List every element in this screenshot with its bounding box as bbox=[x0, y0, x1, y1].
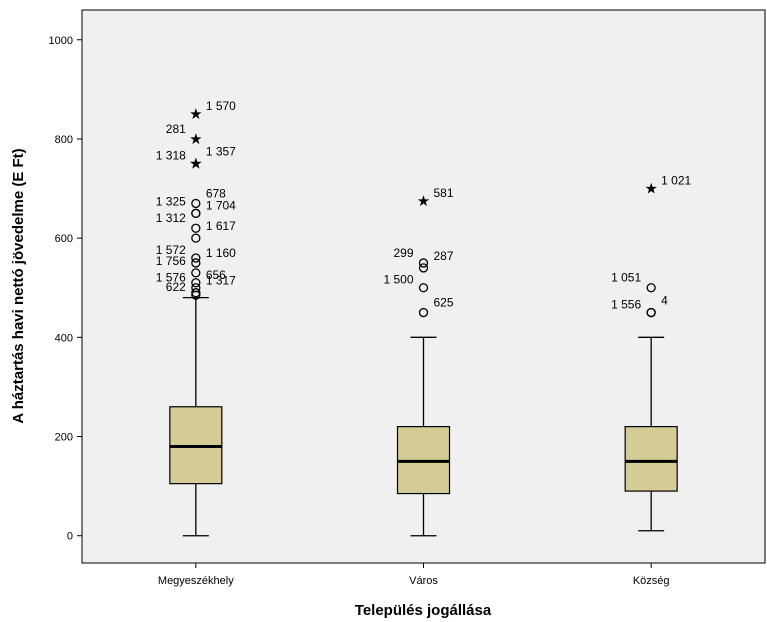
y-axis-title: A háztartás havi nettó jövedelme (E Ft) bbox=[10, 148, 27, 423]
box-2 bbox=[396, 336, 451, 537]
y-tick-label: 600 bbox=[55, 233, 73, 245]
outlier-label: 1 318 bbox=[156, 149, 186, 163]
outlier-circle bbox=[418, 283, 429, 293]
outlier-label: 1 500 bbox=[383, 273, 413, 287]
outlier-star: ★ bbox=[644, 180, 657, 198]
outlier-circle bbox=[191, 223, 201, 233]
box-3 bbox=[624, 336, 678, 532]
outlier-circle bbox=[191, 253, 201, 263]
outlier-label: 287 bbox=[434, 249, 454, 263]
outlier-label: 1 556 bbox=[611, 298, 641, 312]
x-tick-label: Község bbox=[633, 575, 670, 587]
outliers-3: ★ 1 021 1 051 4 1 556 bbox=[611, 174, 692, 318]
outlier-star: ★ bbox=[189, 105, 202, 123]
y-tick-label: 400 bbox=[55, 332, 73, 344]
outlier-circle bbox=[191, 198, 201, 209]
y-axis: 0 200 400 600 800 1000 bbox=[49, 35, 82, 543]
outlier-label: 656 bbox=[206, 268, 226, 282]
iqr-box bbox=[624, 426, 678, 492]
outlier-label: 1 357 bbox=[206, 145, 236, 159]
outlier-circle bbox=[191, 288, 201, 298]
outlier-label: 299 bbox=[393, 246, 413, 260]
outlier-circle bbox=[418, 258, 429, 268]
outlier-circle bbox=[191, 268, 201, 278]
x-axis: Megyeszékhely Város Község bbox=[158, 563, 670, 587]
outlier-circle bbox=[418, 263, 429, 273]
boxes-layer bbox=[169, 297, 678, 537]
outlier-circle bbox=[191, 290, 201, 300]
y-tick-label: 800 bbox=[55, 134, 73, 146]
outlier-star: ★ bbox=[417, 192, 430, 210]
outlier-circle bbox=[191, 258, 201, 268]
outlier-label: 1 572 bbox=[156, 243, 186, 257]
outlier-label: 4 bbox=[661, 294, 668, 308]
outlier-label: 1 317 bbox=[206, 274, 236, 288]
outlier-circle bbox=[191, 233, 201, 243]
outlier-label: 678 bbox=[206, 186, 226, 200]
outliers-2: ★ 581 299 287 1 500 625 bbox=[383, 186, 454, 318]
outlier-label: 1 617 bbox=[206, 219, 236, 233]
outlier-label: 1 051 bbox=[611, 271, 641, 285]
outlier-circle bbox=[646, 307, 656, 318]
outlier-circle bbox=[191, 208, 201, 218]
outlier-label: 1 160 bbox=[206, 246, 236, 260]
y-tick-label: 1000 bbox=[49, 35, 73, 47]
outlier-label: 622 bbox=[166, 280, 186, 294]
outlier-circle bbox=[418, 307, 429, 318]
box-1 bbox=[169, 297, 223, 537]
outlier-label: 581 bbox=[434, 186, 454, 200]
outlier-star: ★ bbox=[189, 130, 202, 148]
outlier-label: 1 325 bbox=[156, 194, 186, 208]
y-tick-label: 200 bbox=[55, 432, 73, 444]
outlier-label: 1 312 bbox=[156, 211, 186, 225]
outlier-label: 1 756 bbox=[156, 254, 186, 268]
outlier-label: 1 570 bbox=[206, 99, 236, 113]
x-axis-title: Település jogállása bbox=[355, 602, 492, 619]
y-tick-label: 0 bbox=[67, 531, 73, 543]
outlier-circle bbox=[191, 278, 201, 288]
outlier-label: 1 576 bbox=[156, 271, 186, 285]
x-tick-label: Megyeszékhely bbox=[158, 575, 234, 587]
outlier-label: 281 bbox=[166, 122, 186, 136]
outlier-label: 625 bbox=[434, 296, 454, 310]
outlier-circle bbox=[646, 283, 656, 293]
outlier-label: 1 704 bbox=[206, 198, 236, 212]
x-tick-label: Város bbox=[409, 575, 438, 587]
outlier-label: 1 021 bbox=[661, 174, 691, 188]
outlier-star: ★ bbox=[189, 155, 202, 173]
outlier-star: ★ bbox=[189, 155, 202, 173]
